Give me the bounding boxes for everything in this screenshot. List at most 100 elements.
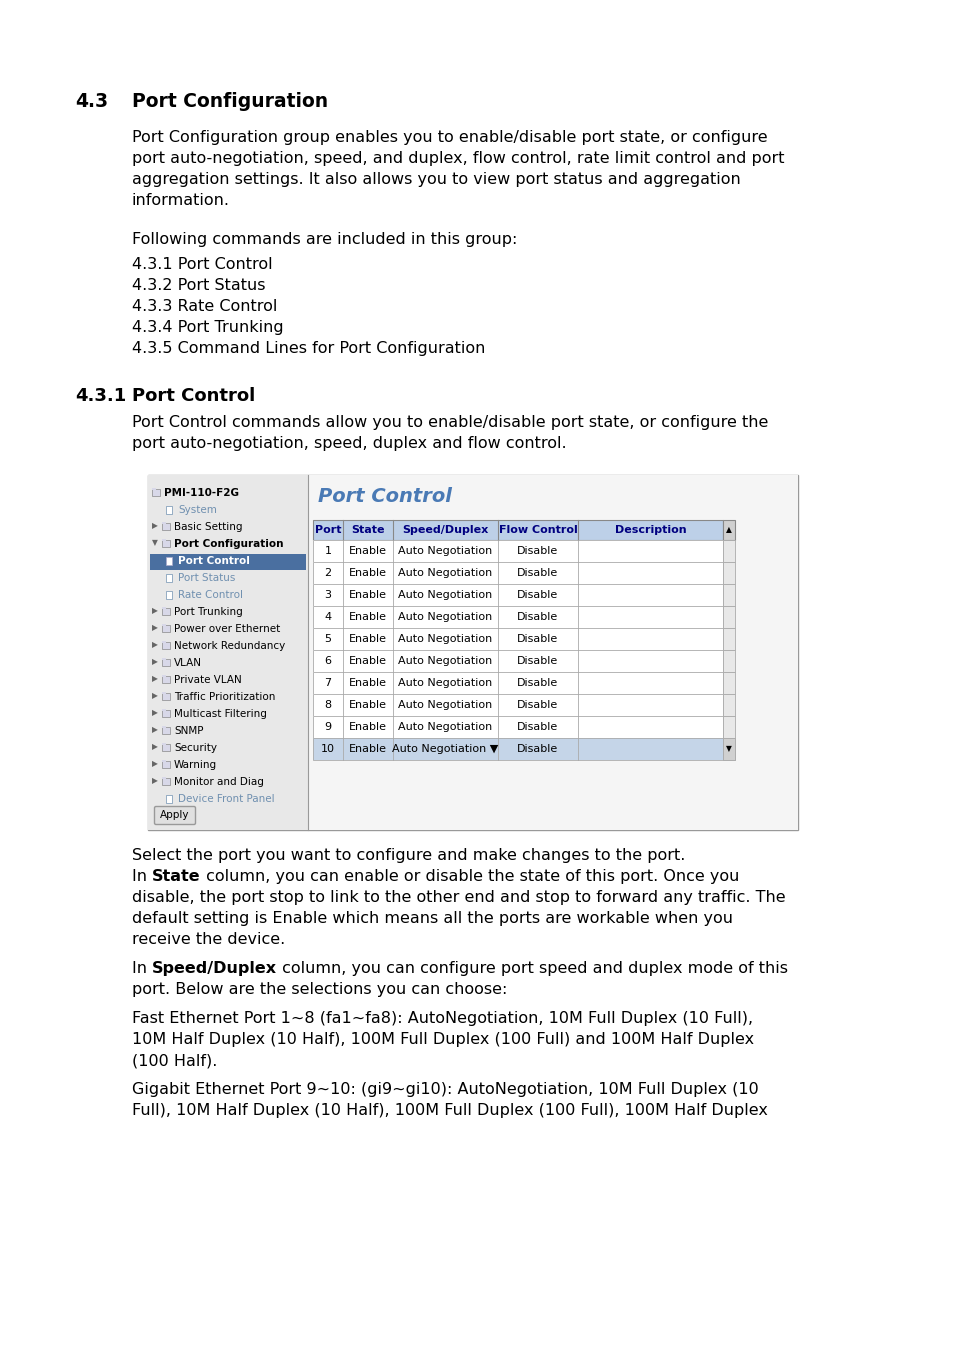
Bar xyxy=(722,585,734,606)
Text: Enable: Enable xyxy=(349,656,387,666)
Text: column, you can enable or disable the state of this port. Once you: column, you can enable or disable the st… xyxy=(200,869,739,884)
Bar xyxy=(162,522,170,531)
Text: 1: 1 xyxy=(324,545,331,556)
Bar xyxy=(162,710,170,717)
Text: ▼: ▼ xyxy=(725,744,731,753)
Text: In: In xyxy=(132,961,152,976)
FancyBboxPatch shape xyxy=(154,806,195,825)
Text: 4: 4 xyxy=(324,612,332,622)
Text: Disable: Disable xyxy=(517,744,558,755)
Text: 8: 8 xyxy=(324,701,332,710)
Text: Security: Security xyxy=(173,743,216,753)
Bar xyxy=(166,506,172,514)
Text: Enable: Enable xyxy=(349,678,387,688)
Bar xyxy=(162,625,170,632)
Text: aggregation settings. It also allows you to view port status and aggregation: aggregation settings. It also allows you… xyxy=(132,171,740,188)
Text: Port Configuration: Port Configuration xyxy=(173,539,283,549)
Text: Device Front Panel: Device Front Panel xyxy=(178,794,274,805)
Bar xyxy=(162,778,166,779)
Text: Enable: Enable xyxy=(349,590,387,599)
Bar xyxy=(313,628,722,649)
Text: Rate Control: Rate Control xyxy=(178,590,243,599)
Text: ▶: ▶ xyxy=(152,606,157,616)
Text: Disable: Disable xyxy=(517,634,558,644)
Bar xyxy=(313,672,722,694)
Text: 5: 5 xyxy=(324,634,331,644)
Text: Port Status: Port Status xyxy=(178,572,235,583)
Text: Disable: Disable xyxy=(517,701,558,710)
Bar xyxy=(162,709,166,711)
Text: Power over Ethernet: Power over Ethernet xyxy=(173,624,280,634)
Text: 10: 10 xyxy=(320,744,335,755)
Bar xyxy=(722,738,734,760)
Text: Enable: Enable xyxy=(349,612,387,622)
Bar xyxy=(162,539,166,541)
Text: 4.3.4 Port Trunking: 4.3.4 Port Trunking xyxy=(132,320,283,335)
Text: ▶: ▶ xyxy=(152,521,157,531)
Bar xyxy=(722,672,734,694)
Text: ▶: ▶ xyxy=(152,725,157,734)
Text: Auto Negotiation: Auto Negotiation xyxy=(398,656,492,666)
Bar xyxy=(162,744,170,751)
Text: PMI-110-F2G: PMI-110-F2G xyxy=(164,487,239,498)
Text: port auto-negotiation, speed, and duplex, flow control, rate limit control and p: port auto-negotiation, speed, and duplex… xyxy=(132,151,783,166)
Text: Flow Control: Flow Control xyxy=(498,525,577,535)
Text: Fast Ethernet Port 1~8 (fa1~fa8): AutoNegotiation, 10M Full Duplex (10 Full),: Fast Ethernet Port 1~8 (fa1~fa8): AutoNe… xyxy=(132,1011,752,1026)
Text: ▲: ▲ xyxy=(725,525,731,535)
Bar xyxy=(162,728,170,734)
Text: 4.3.1 Port Control: 4.3.1 Port Control xyxy=(132,256,273,271)
Bar xyxy=(313,562,722,585)
Bar xyxy=(166,574,172,582)
Bar xyxy=(313,520,722,540)
Text: ▶: ▶ xyxy=(152,743,157,752)
Text: Auto Negotiation ▼: Auto Negotiation ▼ xyxy=(392,744,498,755)
Bar xyxy=(162,522,166,524)
Text: Apply: Apply xyxy=(160,810,190,821)
Text: Private VLAN: Private VLAN xyxy=(173,675,241,684)
Text: Disable: Disable xyxy=(517,656,558,666)
Bar xyxy=(152,489,160,495)
Text: Port: Port xyxy=(314,525,341,535)
Bar xyxy=(162,608,170,616)
Bar xyxy=(313,585,722,606)
Text: Disable: Disable xyxy=(517,545,558,556)
Bar xyxy=(162,643,170,649)
Text: Speed/Duplex: Speed/Duplex xyxy=(402,525,488,535)
Text: 4.3.2 Port Status: 4.3.2 Port Status xyxy=(132,278,265,293)
Text: Port Control commands allow you to enable/disable port state, or configure the: Port Control commands allow you to enabl… xyxy=(132,414,767,431)
Text: Speed/Duplex: Speed/Duplex xyxy=(152,961,277,976)
Text: Disable: Disable xyxy=(517,612,558,622)
Bar xyxy=(313,520,722,540)
Bar xyxy=(313,649,722,672)
Text: default setting is Enable which means all the ports are workable when you: default setting is Enable which means al… xyxy=(132,911,732,926)
Text: Enable: Enable xyxy=(349,568,387,578)
Bar xyxy=(166,591,172,599)
Bar xyxy=(313,738,722,760)
Bar xyxy=(313,606,722,628)
Text: Port Trunking: Port Trunking xyxy=(173,608,242,617)
Bar xyxy=(722,520,734,540)
Text: Auto Negotiation: Auto Negotiation xyxy=(398,722,492,732)
Bar xyxy=(722,649,734,672)
Text: SNMP: SNMP xyxy=(173,726,203,736)
Bar xyxy=(162,761,170,768)
Text: Port Configuration group enables you to enable/disable port state, or configure: Port Configuration group enables you to … xyxy=(132,130,767,144)
Text: ▶: ▶ xyxy=(152,691,157,701)
Bar xyxy=(722,738,734,760)
Text: Port Configuration: Port Configuration xyxy=(132,92,328,111)
Bar xyxy=(162,693,170,701)
Bar xyxy=(162,778,170,784)
Text: Port Control: Port Control xyxy=(317,487,452,506)
Bar xyxy=(722,540,734,562)
Text: port. Below are the selections you can choose:: port. Below are the selections you can c… xyxy=(132,981,507,998)
Bar xyxy=(722,628,734,649)
Text: Multicast Filtering: Multicast Filtering xyxy=(173,709,267,720)
Text: Auto Negotiation: Auto Negotiation xyxy=(398,612,492,622)
Text: Auto Negotiation: Auto Negotiation xyxy=(398,545,492,556)
Text: Disable: Disable xyxy=(517,568,558,578)
Text: ▼: ▼ xyxy=(152,539,157,548)
Bar xyxy=(162,726,166,728)
Bar xyxy=(722,694,734,716)
Text: port auto-negotiation, speed, duplex and flow control.: port auto-negotiation, speed, duplex and… xyxy=(132,436,566,451)
Bar xyxy=(162,540,170,547)
